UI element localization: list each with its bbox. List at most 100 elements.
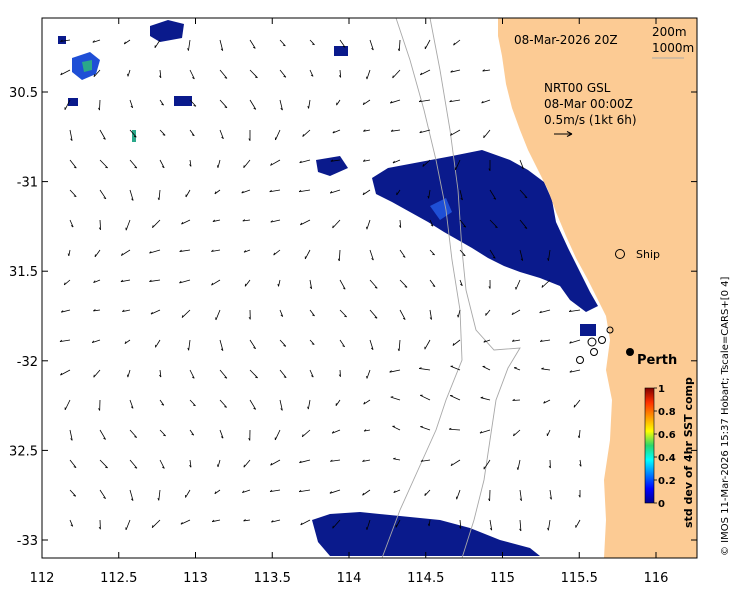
- current-vector-head: [124, 341, 127, 344]
- current-vector: [244, 279, 251, 287]
- current-vector: [419, 368, 431, 371]
- current-vector: [159, 429, 166, 437]
- current-vector-head: [134, 436, 137, 438]
- current-vector-head: [270, 163, 273, 166]
- current-vector: [93, 369, 101, 378]
- y-tick-label: -33: [17, 534, 38, 549]
- current-vector-head: [363, 129, 366, 132]
- current-vector: [369, 249, 374, 261]
- current-vector-head: [424, 493, 426, 496]
- ship-label: Ship: [636, 248, 660, 261]
- current-vector: [94, 249, 101, 258]
- current-vector: [129, 459, 138, 469]
- current-vector: [275, 129, 281, 141]
- current-vector: [339, 339, 345, 348]
- current-vector: [129, 399, 134, 409]
- current-vector: [158, 489, 161, 501]
- current-vector: [99, 189, 107, 200]
- current-vector-head: [134, 166, 137, 169]
- current-vector-head: [488, 168, 491, 171]
- current-vector-head: [568, 309, 572, 312]
- y-tick-label: -32: [17, 355, 38, 370]
- current-vector-head: [450, 70, 453, 73]
- current-vector: [212, 519, 221, 523]
- current-vector: [149, 279, 161, 282]
- current-vector-head: [98, 408, 101, 411]
- current-vector: [456, 489, 461, 500]
- current-vector: [122, 309, 131, 312]
- current-vector: [519, 489, 522, 501]
- current-vector: [459, 249, 466, 256]
- current-vector: [179, 249, 191, 252]
- current-vector-head: [393, 490, 396, 493]
- current-vector-head: [270, 220, 273, 223]
- current-vectors: [59, 39, 582, 532]
- current-vector: [59, 339, 71, 343]
- current-vector-head: [429, 317, 432, 320]
- current-vector-head: [93, 74, 95, 77]
- current-vector: [60, 69, 71, 76]
- current-vector-head: [392, 75, 394, 79]
- current-vector: [270, 219, 281, 223]
- current-vector: [212, 219, 221, 222]
- current-vector: [459, 519, 462, 529]
- current-vector: [573, 399, 581, 408]
- current-vector: [93, 69, 101, 77]
- current-vector: [424, 489, 431, 496]
- current-vector: [99, 219, 101, 230]
- current-vector-head: [133, 135, 137, 138]
- current-vector-head: [541, 284, 544, 288]
- current-vector: [515, 279, 521, 290]
- current-vector: [578, 429, 581, 439]
- current-vector-head: [397, 48, 400, 52]
- current-vector-head: [332, 130, 335, 134]
- current-vector-head: [482, 69, 485, 72]
- current-vector-head: [363, 429, 367, 432]
- current-vector: [159, 99, 164, 106]
- current-vector: [179, 279, 191, 284]
- current-vector-head: [93, 280, 96, 283]
- current-vector: [459, 189, 463, 201]
- current-vector: [339, 369, 341, 377]
- current-vector-head: [370, 347, 374, 350]
- current-vector: [69, 459, 77, 468]
- current-vector: [155, 339, 161, 348]
- current-vector: [99, 429, 106, 440]
- current-vector: [125, 219, 131, 231]
- current-vector-head: [398, 225, 402, 228]
- current-vector-head: [224, 406, 227, 408]
- current-vector: [69, 129, 73, 141]
- current-vector: [455, 159, 461, 171]
- current-vector: [339, 279, 346, 290]
- current-vector: [330, 459, 341, 462]
- current-vector-head: [162, 466, 165, 469]
- current-vector-head: [418, 99, 422, 103]
- current-vector-head: [248, 438, 251, 441]
- current-vector-head: [422, 164, 425, 167]
- current-vector: [99, 489, 106, 499]
- current-vector-head: [460, 197, 463, 201]
- current-vector: [450, 69, 461, 73]
- current-vector-head: [459, 526, 462, 529]
- current-vector-head: [91, 340, 95, 343]
- current-vector-head: [311, 375, 314, 378]
- current-vector: [541, 368, 551, 371]
- current-vector-head: [253, 347, 256, 350]
- island-marker-a: [587, 337, 597, 347]
- x-axis: 112 112.5 113 113.5 114 114.5 115 115.5 116: [30, 18, 668, 586]
- current-vector: [219, 339, 224, 351]
- current-vector: [362, 189, 371, 196]
- current-vector: [428, 519, 431, 527]
- current-vector-head: [579, 464, 582, 467]
- current-vector: [390, 396, 401, 401]
- isobath-legend-1000m: 1000m: [652, 41, 694, 55]
- current-vector-head: [98, 526, 101, 530]
- current-vector: [127, 69, 131, 77]
- current-vector-head: [103, 137, 106, 140]
- current-vector-head: [420, 459, 424, 462]
- current-vector-head: [299, 460, 302, 463]
- city-marker-perth: [626, 348, 634, 356]
- current-vector: [548, 249, 551, 261]
- current-vector-head: [271, 520, 274, 523]
- current-vector: [185, 489, 191, 498]
